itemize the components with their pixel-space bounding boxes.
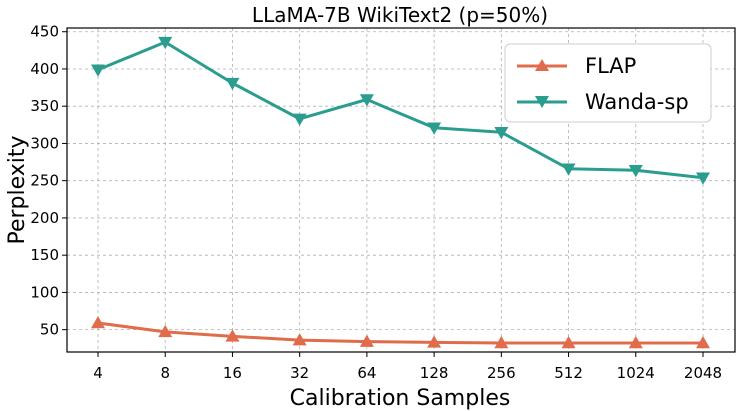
series-line-wanda-sp bbox=[97, 40, 704, 180]
data-point-flap bbox=[91, 315, 105, 329]
x-axis: 4 8 16 32 64 128 256 512 1024 2048 bbox=[93, 352, 722, 382]
series-line-flap bbox=[97, 321, 703, 345]
x-tick-label: 128 bbox=[420, 364, 449, 382]
data-point-wanda-sp bbox=[494, 127, 509, 140]
y-tick-label: 250 bbox=[30, 172, 59, 190]
data-point-wanda-sp bbox=[158, 36, 173, 50]
data-point-wanda-sp bbox=[628, 165, 643, 178]
data-point-flap bbox=[628, 336, 643, 349]
legend-label-wanda-sp: Wanda-sp bbox=[585, 90, 689, 114]
data-point-flap bbox=[158, 324, 173, 338]
data-point-flap bbox=[494, 336, 509, 349]
legend: FLAP Wanda-sp bbox=[504, 43, 712, 123]
data-point-wanda-sp bbox=[427, 122, 442, 135]
data-point-wanda-sp bbox=[359, 94, 374, 107]
x-tick-label: 2048 bbox=[684, 364, 722, 382]
x-tick-label: 64 bbox=[357, 364, 376, 382]
y-tick-label: 100 bbox=[30, 283, 59, 301]
data-point-flap bbox=[561, 336, 576, 349]
data-point-flap bbox=[225, 329, 240, 342]
data-point-wanda-sp bbox=[292, 113, 307, 126]
x-tick-label: 16 bbox=[223, 364, 242, 382]
series-layer bbox=[91, 36, 710, 349]
y-axis-label: Perplexity bbox=[5, 135, 30, 244]
legend-marker-flap bbox=[535, 59, 549, 71]
y-axis: 50 100 150 200 250 300 350 400 450 bbox=[30, 23, 67, 339]
x-tick-label: 32 bbox=[290, 364, 309, 382]
plot-frame bbox=[66, 27, 736, 353]
legend-label-flap: FLAP bbox=[585, 54, 636, 78]
data-point-flap bbox=[292, 333, 307, 346]
data-point-wanda-sp bbox=[561, 163, 576, 176]
y-tick-label: 50 bbox=[40, 321, 59, 339]
y-tick-label: 400 bbox=[30, 60, 59, 78]
y-tick-label: 200 bbox=[30, 209, 59, 227]
y-tick-label: 450 bbox=[30, 23, 59, 41]
data-point-flap bbox=[427, 335, 442, 348]
data-point-wanda-sp bbox=[225, 77, 240, 91]
chart-title: LLaMA-7B WikiText2 (p=50%) bbox=[252, 3, 548, 27]
y-tick-label: 300 bbox=[30, 134, 59, 152]
data-point-flap bbox=[696, 336, 710, 349]
data-point-wanda-sp bbox=[91, 64, 105, 77]
x-tick-label: 256 bbox=[487, 364, 516, 382]
x-tick-label: 8 bbox=[160, 364, 170, 382]
data-point-wanda-sp bbox=[696, 172, 710, 185]
data-point-flap bbox=[359, 334, 374, 347]
y-tick-label: 150 bbox=[30, 246, 59, 264]
x-tick-label: 512 bbox=[554, 364, 583, 382]
y-tick-label: 350 bbox=[30, 97, 59, 115]
legend-marker-wanda bbox=[535, 96, 549, 108]
x-axis-label: Calibration Samples bbox=[290, 386, 511, 411]
x-tick-label: 4 bbox=[93, 364, 103, 382]
x-tick-label: 1024 bbox=[617, 364, 655, 382]
